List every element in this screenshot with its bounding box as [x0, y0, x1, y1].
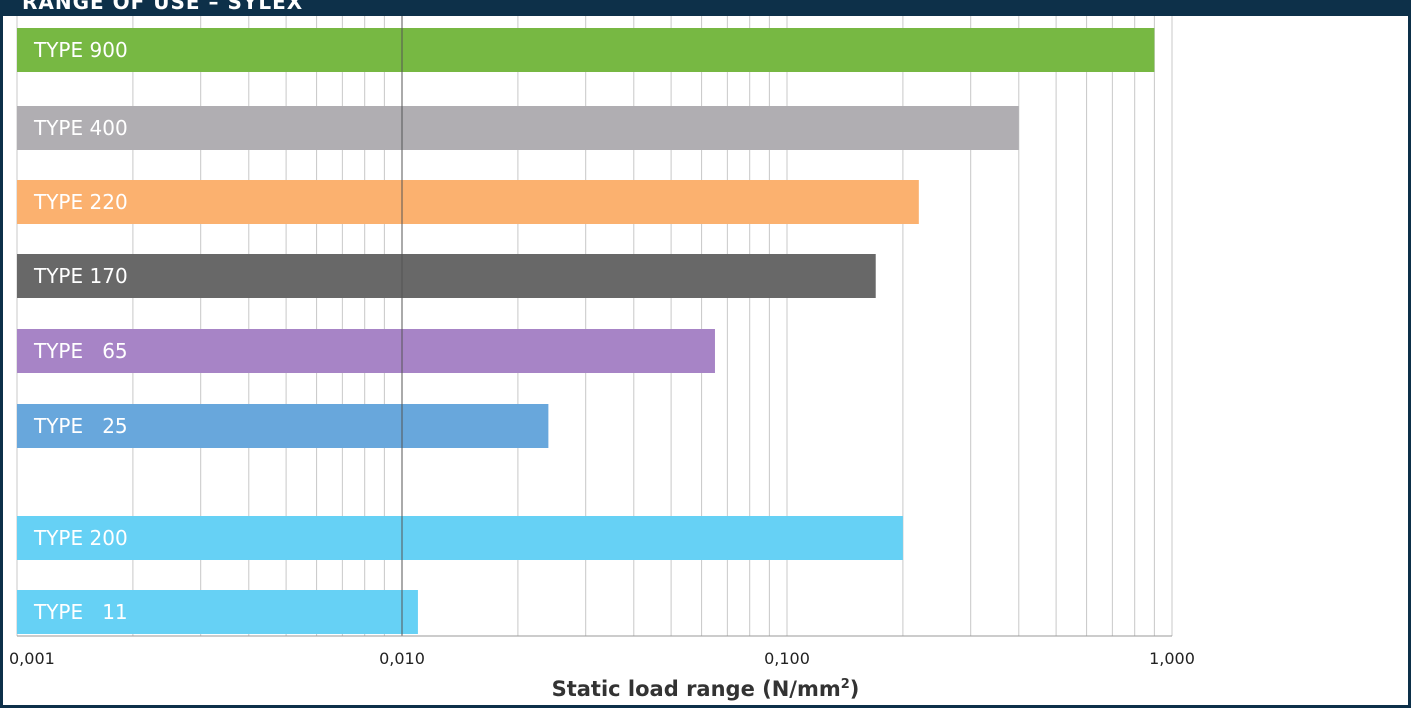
bar-type-11: [17, 590, 418, 634]
bar-type-200: [17, 516, 903, 560]
bar-type-65: [17, 329, 715, 373]
x-axis-title: Static load range (N/mm2): [551, 677, 860, 701]
bar-type-220: [17, 180, 919, 224]
x-tick-label: 0,010: [379, 649, 425, 668]
bar-type-25: [17, 404, 549, 448]
bar-label: TYPE 200: [33, 526, 128, 550]
bar-label: TYPE 900: [33, 38, 128, 62]
x-tick-label: 1,000: [1149, 649, 1195, 668]
bar-label: TYPE 170: [33, 264, 128, 288]
bar-type-170: [17, 254, 876, 298]
bar-label: TYPE 25: [33, 414, 128, 438]
bar-label: TYPE 11: [33, 600, 128, 624]
x-tick-label: 0,100: [764, 649, 810, 668]
bar-label: TYPE 65: [33, 339, 128, 363]
bar-type-400: [17, 106, 1019, 150]
bar-label: TYPE 400: [33, 116, 128, 140]
x-tick-label: 0,001: [9, 649, 55, 668]
bar-type-900: [17, 28, 1155, 72]
bar-label: TYPE 220: [33, 190, 128, 214]
chart-header: RANGE OF USE – SYLEX: [0, 0, 1411, 16]
chart-title: RANGE OF USE – SYLEX: [22, 0, 304, 14]
